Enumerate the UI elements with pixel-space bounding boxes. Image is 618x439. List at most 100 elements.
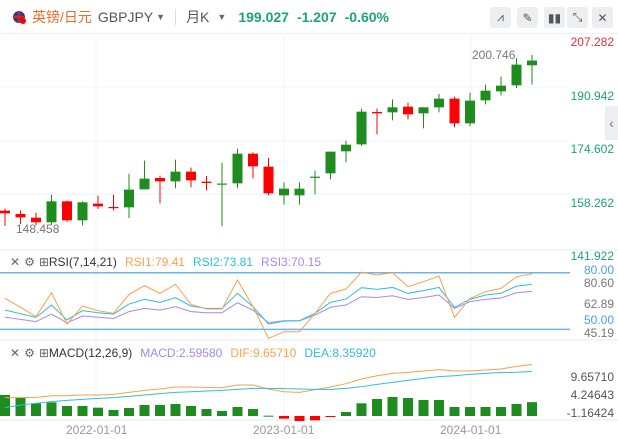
min-price-label: 148.458 xyxy=(16,222,60,236)
settings-icon[interactable]: ⚙ xyxy=(24,346,35,360)
candle-body xyxy=(418,107,429,114)
macd-bar xyxy=(418,400,429,416)
dif-line xyxy=(5,364,533,399)
price-axis-label: 141.922 xyxy=(570,249,614,263)
candle-body xyxy=(155,177,165,182)
macd-axis-label: 9.65710 xyxy=(570,370,614,384)
draw-button[interactable]: ✎ xyxy=(517,7,538,28)
macd-bar xyxy=(310,416,320,421)
macd-bar xyxy=(31,403,41,416)
macd-bar xyxy=(341,412,351,416)
candle-body xyxy=(325,151,336,174)
candle-body xyxy=(279,188,289,196)
candle-body xyxy=(170,171,181,182)
macd-bar xyxy=(294,416,305,422)
symbol-name[interactable]: 英镑/日元 xyxy=(32,8,92,25)
dea-line xyxy=(4,370,533,409)
candle-body xyxy=(62,201,72,221)
macd-title: MACD(12,26,9) xyxy=(48,346,133,360)
candle-body xyxy=(201,181,212,184)
rsi-axis-label: 80.60 xyxy=(583,276,614,290)
macd-bar xyxy=(124,408,134,416)
candle-body xyxy=(294,188,305,196)
candle-body xyxy=(434,98,444,108)
symbol-code[interactable]: GBPJPY xyxy=(97,8,154,25)
candle-body xyxy=(77,202,88,221)
uk-flag-icon xyxy=(13,10,26,24)
macd-bar xyxy=(387,397,398,416)
candle-body xyxy=(46,201,57,223)
macd-bar xyxy=(0,394,10,416)
rsi-title: RSI(7,14,21) xyxy=(48,255,117,269)
candle-body xyxy=(480,90,491,101)
candle-body xyxy=(0,210,10,214)
expand-icon[interactable]: ⊞ xyxy=(38,346,49,360)
close-icon[interactable]: ✕ xyxy=(10,346,21,360)
dea-value: DEA:8.35920 xyxy=(304,346,376,360)
macd-bar xyxy=(356,403,367,416)
macd-header: ✕ ⚙ ⊞ MACD(12,26,9) MACD:2.59580 DIF:9.6… xyxy=(0,346,376,360)
macd-bar xyxy=(139,405,150,416)
price-change-pct: -0.60% xyxy=(344,8,389,25)
macd-value: MACD:2.59580 xyxy=(140,346,223,360)
macd-bar xyxy=(155,405,165,416)
rsi-axis-label: 45.19 xyxy=(583,326,614,340)
candle-body xyxy=(263,166,274,194)
candle-body xyxy=(511,64,522,86)
last-price: 199.027 xyxy=(238,8,289,25)
expand-icon[interactable]: ⊞ xyxy=(38,255,49,269)
macd-bar xyxy=(108,409,119,416)
candle-body xyxy=(310,176,320,178)
macd-bar xyxy=(480,406,491,416)
candle-body xyxy=(108,206,119,209)
close-icon: ✕ xyxy=(597,10,608,25)
macd-bar xyxy=(325,416,336,418)
macd-bar xyxy=(465,406,475,416)
candle-type-button[interactable]: ▮▮ xyxy=(544,7,565,28)
indicator-button[interactable]: ⩘ xyxy=(490,7,511,28)
price-axis-label: 190.942 xyxy=(570,88,614,103)
macd-bar xyxy=(232,406,243,416)
price-axis-label: 207.282 xyxy=(570,35,614,49)
macd-bar xyxy=(46,402,57,416)
candle-body xyxy=(356,111,367,145)
macd-bar xyxy=(372,398,382,416)
divider xyxy=(175,8,177,25)
candle-body xyxy=(93,203,103,207)
close-icon[interactable]: ✕ xyxy=(10,255,21,269)
rsi2-line xyxy=(4,283,533,325)
candle-body xyxy=(31,217,41,223)
macd-axis-label: 4.24643 xyxy=(570,388,614,402)
rsi1-value: RSI1:79.41 xyxy=(124,255,185,269)
macd-axis-label: -1.16424 xyxy=(566,406,614,420)
x-axis-label: 2024-01-01 xyxy=(440,423,502,437)
candle-body xyxy=(139,178,150,190)
candle-body xyxy=(248,153,258,167)
chevron-down-icon[interactable]: ▼ xyxy=(217,11,227,22)
rsi-header: ✕ ⚙ ⊞ RSI(7,14,21) RSI1:79.41 RSI2:73.81… xyxy=(0,255,321,269)
macd-bar xyxy=(201,409,212,416)
rsi2-value: RSI2:73.81 xyxy=(192,255,254,269)
settings-icon[interactable]: ⚙ xyxy=(24,255,35,269)
chevron-down-icon[interactable]: ▼ xyxy=(156,11,166,22)
macd-bar xyxy=(186,405,196,416)
candle-body xyxy=(372,111,382,114)
max-price-label: 200.746 xyxy=(472,48,516,62)
rsi-axis-label: 50.00 xyxy=(583,313,614,327)
candle-body xyxy=(341,144,351,152)
expand-panel-button[interactable]: ‹ xyxy=(605,106,618,140)
macd-bar xyxy=(449,406,460,416)
collapse-icon: ⤡ xyxy=(572,10,583,24)
indicator-icon: ⩘ xyxy=(497,10,504,24)
candle-body xyxy=(186,171,196,181)
collapse-button[interactable]: ⤡ xyxy=(567,7,588,28)
period-selector[interactable]: 月K xyxy=(186,8,210,25)
x-axis-label: 2023-01-01 xyxy=(253,423,315,437)
close-button[interactable]: ✕ xyxy=(592,7,613,28)
macd-bar xyxy=(496,406,506,416)
macd-bar xyxy=(62,405,72,416)
macd-bar xyxy=(263,415,274,417)
macd-bar xyxy=(77,405,88,416)
draw-icon: ✎ xyxy=(522,10,533,25)
